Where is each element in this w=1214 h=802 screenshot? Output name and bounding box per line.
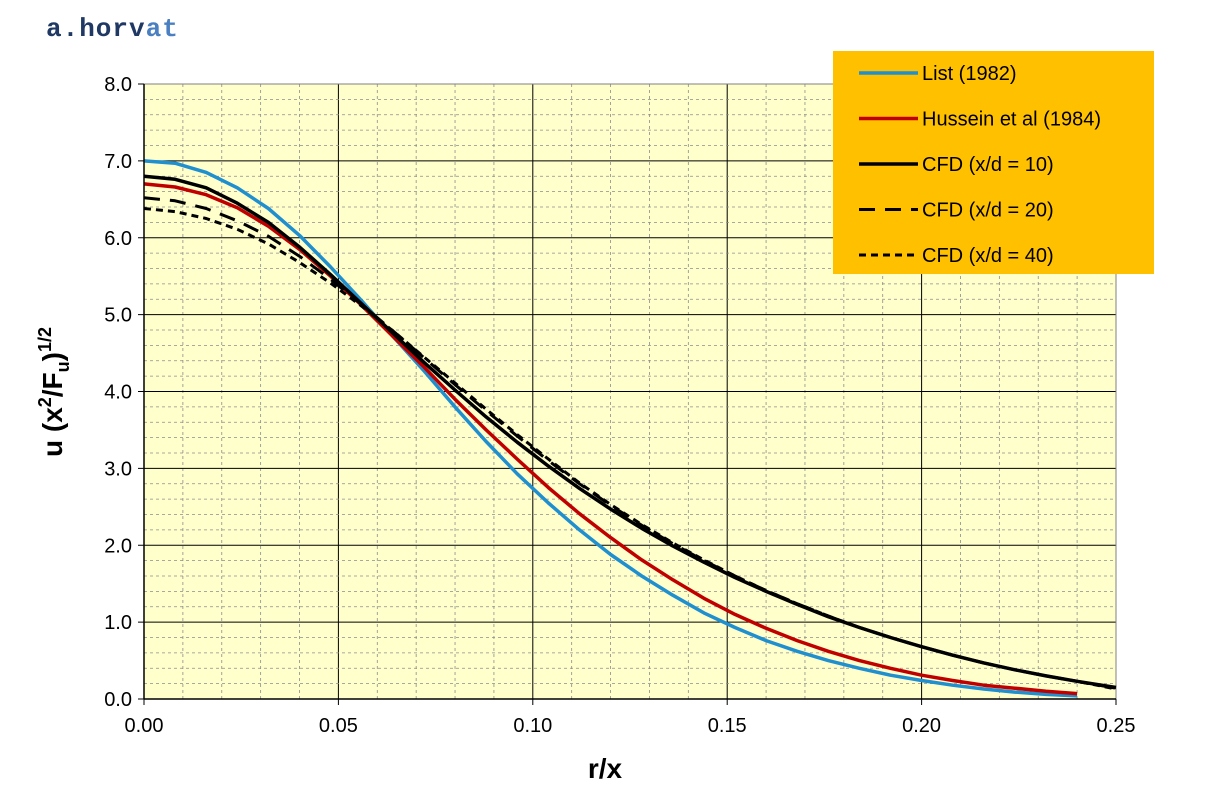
y-tick-label: 2.0	[104, 535, 132, 557]
y-title-sub: u	[53, 361, 73, 372]
y-title-lead: u (x	[37, 407, 68, 457]
y-title-mid: /F	[37, 372, 68, 397]
y-tick-label: 6.0	[104, 228, 132, 250]
y-tick-label: 3.0	[104, 458, 132, 480]
y-title-sup1: 2	[35, 397, 55, 407]
y-tick-label: 4.0	[104, 382, 132, 404]
legend-label-4: CFD (x/d = 20)	[922, 200, 1054, 222]
grid	[144, 84, 1116, 699]
x-tick-label: 0.05	[319, 715, 358, 737]
x-tick-label: 0.10	[513, 715, 552, 737]
series-group	[143, 159, 1117, 698]
y-title-tail: )	[37, 352, 68, 361]
legend-label-1: List (1982)	[922, 63, 1017, 85]
x-tick-label: 0.25	[1097, 715, 1136, 737]
y-tick-label: 1.0	[104, 612, 132, 634]
legend-label-2: Hussein et al (1984)	[922, 109, 1101, 131]
legend-label-5: CFD (x/d = 40)	[922, 245, 1054, 267]
tick-labels: 0.00 0.05 0.10 0.15 0.20 0.25 0.0 1.0 2.0 3.0 4.0 5…	[104, 74, 1135, 737]
y-tick-label: 8.0	[104, 74, 132, 96]
y-tick-label: 5.0	[104, 305, 132, 327]
x-axis-title: r/x	[588, 753, 623, 784]
y-title-sup2: 1/2	[35, 327, 55, 352]
brand-logo: a.horvat	[46, 14, 179, 44]
legend: List (1982) Hussein et al (1984) CFD (x/d …	[833, 51, 1154, 274]
series-line-1	[143, 159, 1078, 698]
legend-label-3: CFD (x/d = 10)	[922, 154, 1054, 176]
x-tick-label: 0.20	[902, 715, 941, 737]
y-tick-label: 7.0	[104, 151, 132, 173]
x-tick-label: 0.00	[125, 715, 164, 737]
y-tick-label: 0.0	[104, 689, 132, 711]
brand-part-2: at	[145, 14, 179, 44]
y-axis-title: u (x2/Fu)1/2	[35, 327, 73, 457]
series-line-5	[143, 207, 1117, 691]
x-tick-label: 0.15	[708, 715, 747, 737]
brand-part-1: a.horv	[46, 14, 146, 44]
